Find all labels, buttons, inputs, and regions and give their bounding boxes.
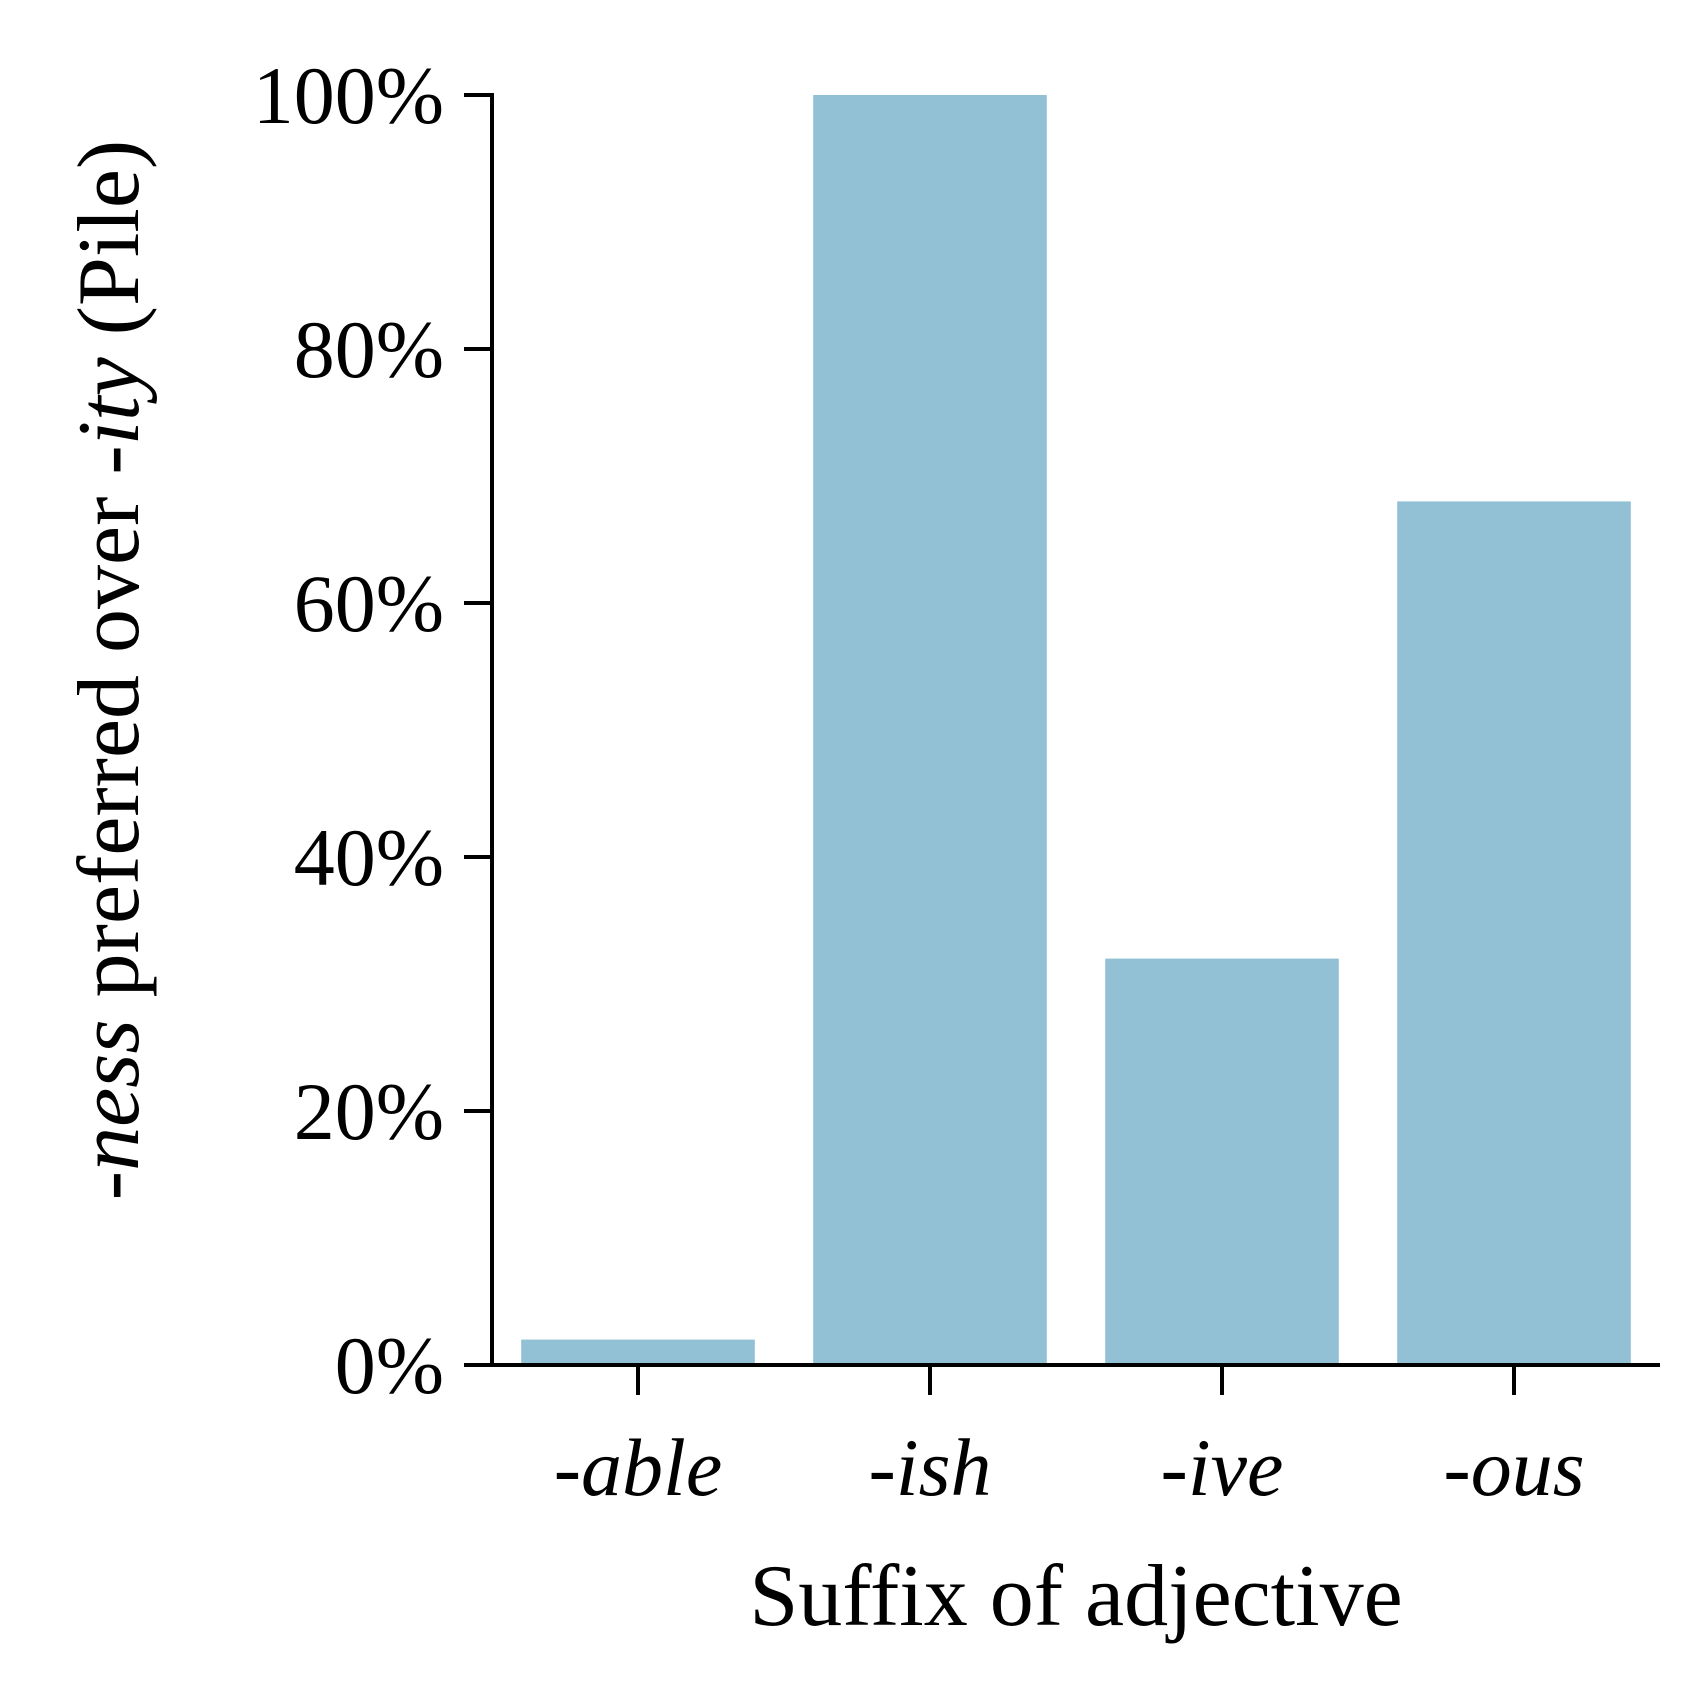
y-tick-label: 60% [294,558,444,649]
y-tick-label: 100% [253,50,444,141]
bars-group [521,95,1631,1365]
y-tick-label: 0% [335,1320,444,1411]
y-tick-label: 40% [294,812,444,903]
y-axis-title-part: -ness [61,1019,158,1200]
y-axis-title-part: preferred over [61,475,158,1020]
x-tick-label: -ous [1443,1422,1584,1513]
y-axis: 0% 20% 40% 60% 80% 100% [253,50,494,1411]
y-axis-title: -ness preferred over -ity (Pile) [61,140,158,1200]
bar-able [521,1339,755,1365]
bar-ish [813,95,1047,1365]
y-tick-label: 80% [294,304,444,395]
x-tick-label: -ish [869,1422,992,1513]
x-axis-title: Suffix of adjective [749,1548,1402,1645]
bar-ous [1397,501,1631,1365]
y-axis-title-part: (Pile) [61,140,158,358]
x-tick-label: -ive [1161,1422,1284,1513]
x-tick-label: -able [554,1422,722,1513]
bar-ive [1105,958,1339,1365]
y-tick-label: 20% [294,1066,444,1157]
y-axis-title-part: -ity [61,356,158,474]
x-axis: -able -ish -ive -ous [464,1363,1660,1513]
